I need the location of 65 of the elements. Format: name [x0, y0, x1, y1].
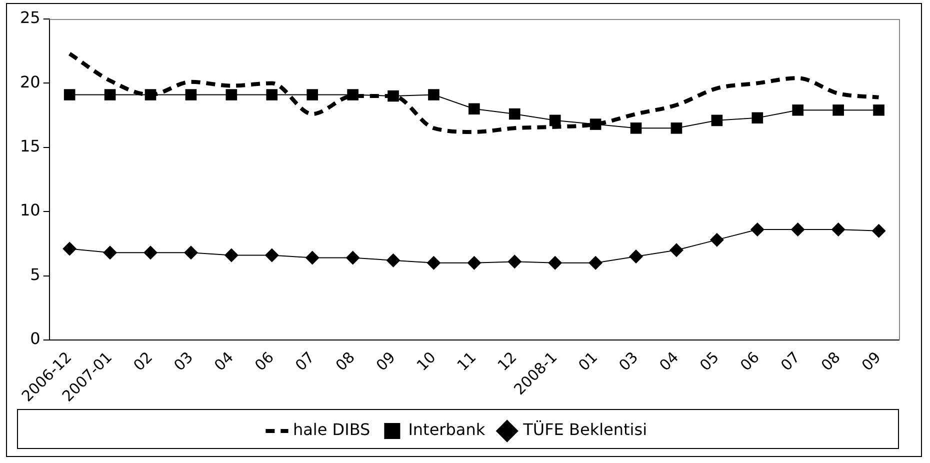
point — [144, 246, 158, 260]
x-tick-label: 01 — [574, 348, 602, 374]
x-tick-label: 07 — [777, 348, 804, 374]
y-tick-label: 25 — [20, 8, 40, 28]
x-tick-label: 08 — [818, 348, 844, 374]
point — [426, 256, 441, 270]
point — [549, 114, 561, 126]
y-tick-label: 10 — [20, 200, 40, 220]
point — [467, 256, 482, 270]
point — [630, 122, 642, 134]
point — [752, 112, 764, 124]
point — [872, 224, 886, 238]
y-tick-label: 20 — [20, 72, 40, 92]
point — [226, 89, 238, 100]
x-tick-label: 04 — [656, 348, 682, 374]
point — [386, 253, 400, 268]
x-tick-label: 09 — [372, 348, 399, 374]
legend-label: Interbank — [408, 420, 486, 440]
y-tick-label: 5 — [30, 264, 40, 284]
point — [792, 104, 804, 116]
point — [266, 89, 278, 100]
point — [710, 232, 724, 247]
point — [468, 103, 480, 115]
x-tick-label: 04 — [210, 348, 238, 374]
legend-label: hale DIBS — [292, 420, 370, 440]
x-tick-label: 05 — [696, 348, 723, 374]
x-tick-label: 10 — [413, 348, 440, 374]
point — [548, 256, 562, 270]
point — [629, 250, 644, 264]
point — [873, 104, 884, 116]
x-tick-label: 02 — [130, 348, 156, 374]
point — [669, 243, 684, 258]
x-tick-label: 09 — [858, 348, 884, 374]
point — [750, 222, 764, 237]
x-tick-label: 06 — [251, 348, 278, 374]
point — [64, 89, 76, 100]
point — [790, 222, 805, 237]
point — [831, 222, 846, 237]
point — [184, 246, 198, 260]
point — [346, 250, 360, 265]
point — [62, 242, 77, 256]
point — [104, 89, 116, 100]
point — [103, 246, 118, 260]
x-tick-label: 11 — [454, 348, 480, 374]
point — [832, 104, 844, 116]
point — [305, 250, 320, 265]
x-tick-label: 03 — [170, 348, 197, 374]
x-tick-label: 07 — [292, 348, 318, 374]
x-tick-label: 03 — [615, 348, 642, 374]
x-tick-label: 06 — [736, 348, 763, 374]
point — [428, 89, 440, 100]
point — [306, 89, 318, 100]
point — [588, 256, 603, 270]
point — [711, 114, 723, 126]
line-series — [68, 52, 881, 134]
legend-label: TÜFE Beklentisi — [522, 420, 648, 440]
y-tick-label: 0 — [30, 329, 40, 348]
point — [264, 248, 279, 262]
point — [508, 254, 522, 269]
point — [224, 248, 238, 262]
point — [508, 108, 520, 120]
point — [670, 122, 682, 134]
y-tick-label: 15 — [20, 136, 40, 156]
point — [185, 89, 197, 100]
x-tick-label: 08 — [332, 348, 358, 374]
